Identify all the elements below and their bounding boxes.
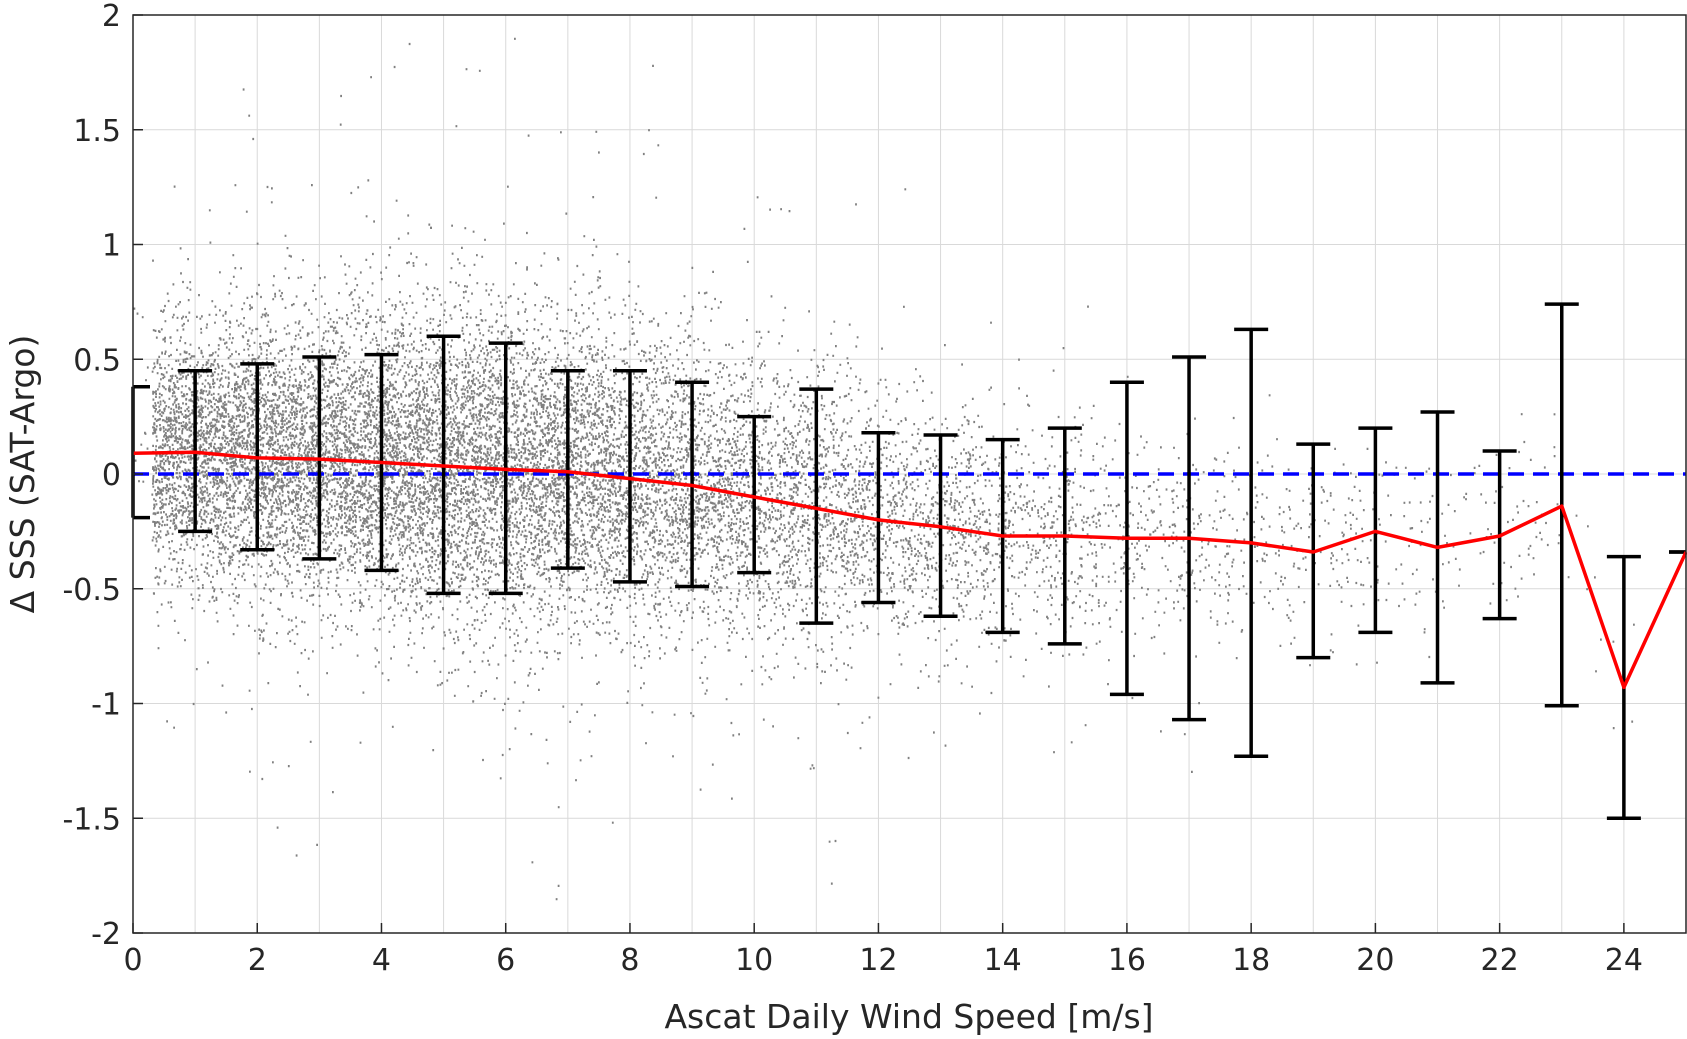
y-tick-label: 0.5 — [73, 343, 121, 378]
x-tick-label: 18 — [1232, 943, 1270, 978]
y-tick-label: -1 — [91, 688, 121, 723]
x-tick-label: 2 — [248, 943, 267, 978]
x-tick-label: 20 — [1356, 943, 1394, 978]
x-axis-label: Ascat Daily Wind Speed [m/s] — [664, 997, 1153, 1036]
y-axis-label: Δ SSS (SAT-Argo) — [3, 335, 42, 614]
x-tick-label: 14 — [984, 943, 1022, 978]
x-tick-label: 12 — [859, 943, 897, 978]
x-tick-label: 4 — [372, 943, 391, 978]
y-tick-label: 2 — [102, 0, 121, 34]
axes: 0 2 4 6 8 10 12 14 16 18 20 22 24-2-1.5-1-0.500.511.… — [62, 0, 1643, 978]
x-tick-label: 6 — [496, 943, 515, 978]
error-bar — [550, 368, 585, 570]
scatter-point-cloud — [133, 37, 1635, 901]
error-bar — [799, 387, 834, 625]
mean-line — [132, 450, 1687, 690]
x-tick-label: 10 — [735, 943, 773, 978]
error-bar — [737, 414, 772, 575]
y-tick-label: -2 — [91, 917, 121, 952]
x-tick-label: 24 — [1605, 943, 1643, 978]
y-tick-label: -1.5 — [62, 802, 121, 837]
scatter-points — [133, 37, 1635, 901]
y-tick-label: 1 — [102, 229, 121, 264]
x-tick-label: 0 — [123, 943, 142, 978]
error-bar — [612, 368, 647, 584]
x-tick-label: 16 — [1108, 943, 1146, 978]
y-tick-label: 1.5 — [73, 114, 121, 149]
x-tick-label: 22 — [1481, 943, 1519, 978]
error-bar — [861, 430, 896, 605]
y-tick-label: -0.5 — [62, 573, 121, 608]
x-tick-label: 8 — [620, 943, 639, 978]
y-tick-label: 0 — [102, 458, 121, 493]
